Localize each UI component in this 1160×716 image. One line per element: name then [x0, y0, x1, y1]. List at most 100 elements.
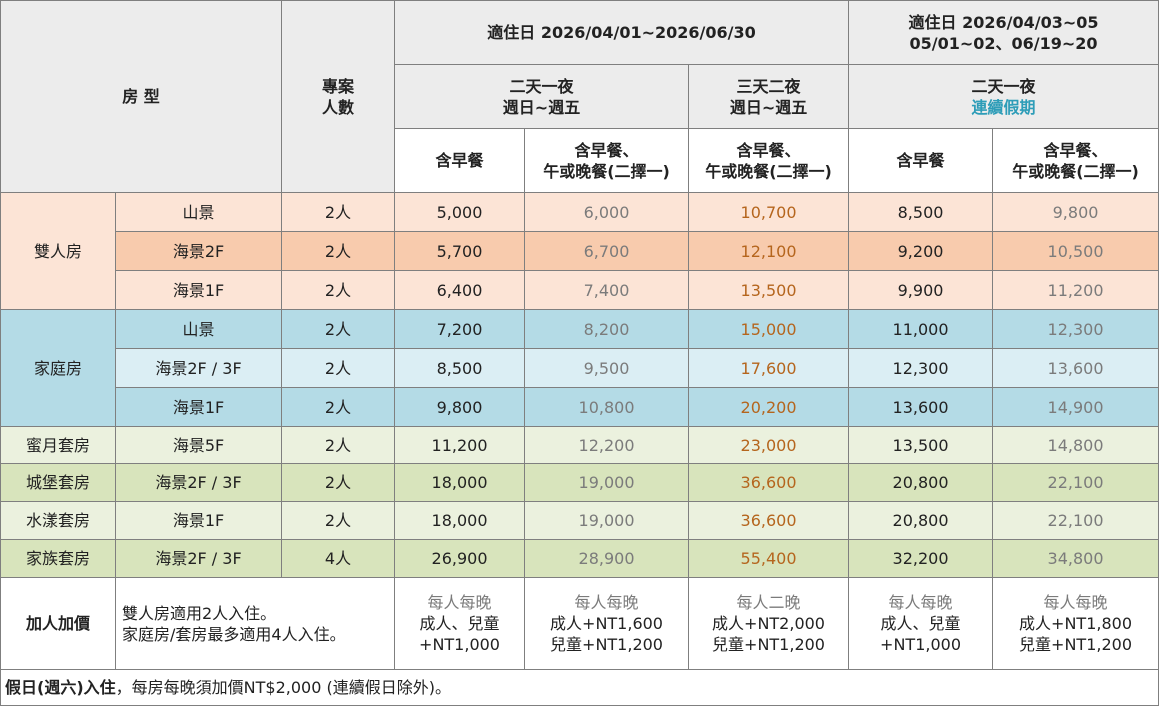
room-view: 海景2F — [114, 231, 283, 271]
room-persons: 2人 — [281, 463, 396, 502]
price-cell: 20,800 — [848, 463, 994, 502]
price-cell: 55,400 — [688, 539, 850, 578]
price-cell: 12,200 — [524, 426, 690, 464]
price-cell: 10,700 — [688, 192, 850, 232]
extra-line: 成人、兒童 — [419, 614, 500, 633]
price-cell: 23,000 — [688, 426, 850, 464]
plan-3d2n-header: 三天二夜 週日~週五 — [688, 64, 850, 129]
footer-row: 假日(週六)入住，每房每晚須加價NT$2,000 (連續假日除外)。 — [0, 669, 1160, 706]
price-cell: 22,100 — [992, 463, 1160, 502]
room-persons: 2人 — [281, 501, 396, 540]
room-name: 水漾套房 — [0, 501, 116, 540]
period-weekday-header: 適住日 2026/04/01~2026/06/30 — [394, 0, 850, 65]
price-cell: 6,700 — [524, 231, 690, 271]
price-cell: 36,600 — [688, 463, 850, 502]
room-group-label: 家庭房 — [0, 309, 116, 427]
room-view: 海景2F / 3F — [114, 463, 283, 502]
price-cell: 36,600 — [688, 501, 850, 540]
room-persons: 2人 — [281, 270, 396, 310]
price-cell: 20,200 — [688, 387, 850, 427]
extra-line: 每人每晚 — [888, 593, 953, 612]
price-cell: 10,800 — [524, 387, 690, 427]
period-holiday-header: 適住日 2026/04/03~05 05/01~02、06/19~20 — [848, 0, 1160, 65]
price-cell: 28,900 — [524, 539, 690, 578]
plan-2d1n-line2: 週日~週五 — [502, 97, 581, 117]
meal-header: 含早餐、 午或晚餐(二擇一) — [992, 128, 1160, 193]
extra-price-cell: 每人每晚 成人+NT1,800 兒童+NT1,200 — [992, 577, 1160, 670]
price-cell: 12,100 — [688, 231, 850, 271]
price-cell: 5,000 — [394, 192, 526, 232]
price-cell: 9,200 — [848, 231, 994, 271]
extra-line: 兒童+NT1,200 — [550, 635, 663, 654]
plan-2d1n-header: 二天一夜 週日~週五 — [394, 64, 690, 129]
extra-line: 成人+NT1,800 — [1019, 614, 1133, 633]
period-holiday-line1: 適住日 2026/04/03~05 — [908, 12, 1099, 32]
room-persons: 2人 — [281, 387, 396, 427]
room-view: 海景1F — [114, 270, 283, 310]
room-view: 海景1F — [114, 387, 283, 427]
extra-line: 每人每晚 — [427, 593, 492, 612]
price-cell: 20,800 — [848, 501, 994, 540]
extra-note-line1: 雙人房適用2人入住。 — [122, 603, 277, 623]
breakfast-header: 含早餐 — [394, 128, 526, 193]
price-cell: 18,000 — [394, 463, 526, 502]
meal-header-line1: 含早餐、 — [574, 140, 639, 160]
table-row: 家庭房 山景 2人 7,200 8,200 15,000 11,000 12,3… — [0, 309, 1160, 427]
price-cell: 8,500 — [394, 348, 526, 388]
persons-header: 專案 人數 — [281, 0, 396, 193]
meal-header-line1: 含早餐、 — [736, 140, 801, 160]
extra-line: 每人二晚 — [736, 593, 801, 612]
extra-line: 每人每晚 — [1043, 593, 1108, 612]
price-cell: 12,300 — [848, 348, 994, 388]
price-cell: 8,500 — [848, 192, 994, 232]
price-cell: 34,800 — [992, 539, 1160, 578]
room-persons: 2人 — [281, 348, 396, 388]
room-view: 海景5F — [114, 426, 283, 464]
table-row: 海景2F / 3F 2人 8,500 9,500 17,600 12,300 1… — [0, 348, 1160, 388]
price-cell: 5,700 — [394, 231, 526, 271]
price-cell: 9,500 — [524, 348, 690, 388]
plan-3d2n-line1: 三天二夜 — [736, 76, 801, 96]
price-cell: 14,800 — [992, 426, 1160, 464]
extra-line: 每人每晚 — [574, 593, 639, 612]
extra-line: 兒童+NT1,200 — [1019, 635, 1133, 654]
price-cell: 13,600 — [848, 387, 994, 427]
extra-price-cell: 每人二晚 成人+NT2,000 兒童+NT1,200 — [688, 577, 850, 670]
room-name: 城堡套房 — [0, 463, 116, 502]
room-persons: 2人 — [281, 309, 396, 349]
table-row: 城堡套房 海景2F / 3F 2人 18,000 19,000 36,600 2… — [0, 463, 1160, 502]
extra-price-cell: 每人每晚 成人+NT1,600 兒童+NT1,200 — [524, 577, 690, 670]
meal-header: 含早餐、 午或晚餐(二擇一) — [524, 128, 690, 193]
plan-2d1n-line1: 二天一夜 — [509, 76, 574, 96]
price-cell: 9,800 — [992, 192, 1160, 232]
table-row: 海景1F 2人 9,800 10,800 20,200 13,600 14,90… — [0, 387, 1160, 427]
room-group-label: 雙人房 — [0, 192, 116, 310]
persons-header-line2: 人數 — [322, 97, 355, 117]
extra-line: 成人+NT2,000 — [712, 614, 825, 633]
price-cell: 15,000 — [688, 309, 850, 349]
meal-header-line2: 午或晚餐(二擇一) — [1012, 161, 1139, 181]
meal-header: 含早餐、 午或晚餐(二擇一) — [688, 128, 850, 193]
plan-holiday-line2: 連續假期 — [971, 97, 1036, 117]
price-cell: 11,200 — [394, 426, 526, 464]
price-cell: 13,500 — [688, 270, 850, 310]
price-cell: 11,000 — [848, 309, 994, 349]
price-cell: 9,800 — [394, 387, 526, 427]
price-cell: 9,900 — [848, 270, 994, 310]
period-holiday-line2: 05/01~02、06/19~20 — [909, 33, 1098, 53]
table-row: 海景2F 2人 5,700 6,700 12,100 9,200 10,500 — [0, 231, 1160, 271]
room-view: 山景 — [114, 309, 283, 349]
price-cell: 10,500 — [992, 231, 1160, 271]
price-cell: 7,200 — [394, 309, 526, 349]
room-persons: 2人 — [281, 231, 396, 271]
meal-header-line2: 午或晚餐(二擇一) — [705, 161, 832, 181]
table-row: 雙人房 山景 2人 5,000 6,000 10,700 8,500 9,800 — [0, 192, 1160, 310]
extra-person-label: 加人加價 — [0, 577, 116, 670]
meal-header-line1: 含早餐、 — [1043, 140, 1108, 160]
footer-bold: 假日(週六)入住 — [5, 678, 116, 697]
room-persons: 4人 — [281, 539, 396, 578]
breakfast-header: 含早餐 — [848, 128, 994, 193]
extra-person-note: 雙人房適用2人入住。 家庭房/套房最多適用4人入住。 — [114, 577, 396, 670]
weekend-surcharge-note: 假日(週六)入住，每房每晚須加價NT$2,000 (連續假日除外)。 — [0, 669, 1160, 706]
plan-3d2n-line2: 週日~週五 — [729, 97, 808, 117]
